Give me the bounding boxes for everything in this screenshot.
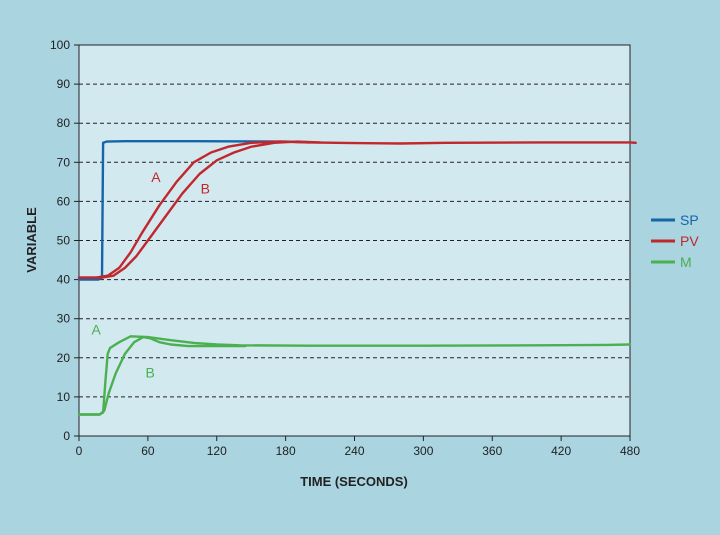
- x-tick-label: 240: [344, 444, 364, 458]
- curve-annotation: A: [92, 321, 102, 337]
- legend-label: PV: [680, 233, 699, 249]
- y-tick-label: 90: [57, 77, 71, 91]
- y-tick-label: 40: [57, 273, 71, 287]
- legend-label: M: [680, 254, 692, 270]
- series-m-b-line: [77, 335, 247, 416]
- curve-annotation: A: [151, 169, 161, 185]
- series-pv-b-line: [77, 140, 322, 279]
- y-tick-label: 20: [57, 351, 71, 365]
- axis-layer: 0 10 20 30 40 50 60 70 80 90 100 0 60 120 180 240 300 360…: [50, 38, 640, 458]
- y-tick-label: 0: [63, 429, 70, 443]
- y-tick-label: 60: [57, 194, 71, 208]
- series-pv-a-line: [77, 140, 637, 279]
- x-tick-label: 60: [141, 444, 155, 458]
- curve-annotation: B: [145, 364, 154, 380]
- x-tick-label: 420: [551, 444, 571, 458]
- annotation-layer: A B A B: [92, 169, 210, 381]
- y-tick-label: 10: [57, 390, 71, 404]
- series-m-a-line: [77, 335, 632, 416]
- x-tick-label: 360: [482, 444, 502, 458]
- grid-layer: [79, 83, 630, 398]
- curve-annotation: B: [201, 181, 210, 197]
- y-tick-label: 50: [57, 234, 71, 248]
- y-axis-label: VARIABLE: [24, 207, 39, 273]
- x-tick-label: 120: [207, 444, 227, 458]
- y-tick-label: 70: [57, 155, 71, 169]
- x-tick-label: 0: [76, 444, 83, 458]
- x-tick-label: 480: [620, 444, 640, 458]
- x-tick-label: 180: [276, 444, 296, 458]
- y-tick-label: 80: [57, 116, 71, 130]
- legend-label: SP: [680, 212, 699, 228]
- x-tick-label: 300: [413, 444, 433, 458]
- y-tick-label: 100: [50, 38, 70, 52]
- x-axis-label: TIME (SECONDS): [300, 474, 408, 489]
- series-layer: [77, 140, 637, 416]
- legend: SP PV M: [651, 212, 699, 270]
- y-tick-label: 30: [57, 312, 71, 326]
